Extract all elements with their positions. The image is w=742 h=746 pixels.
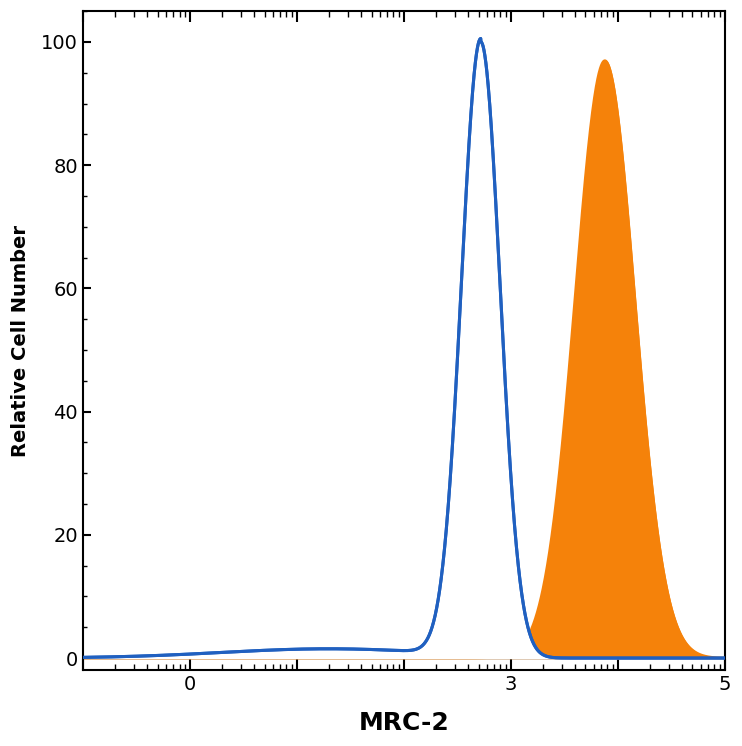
X-axis label: MRC-2: MRC-2 <box>358 711 449 735</box>
Y-axis label: Relative Cell Number: Relative Cell Number <box>11 225 30 457</box>
